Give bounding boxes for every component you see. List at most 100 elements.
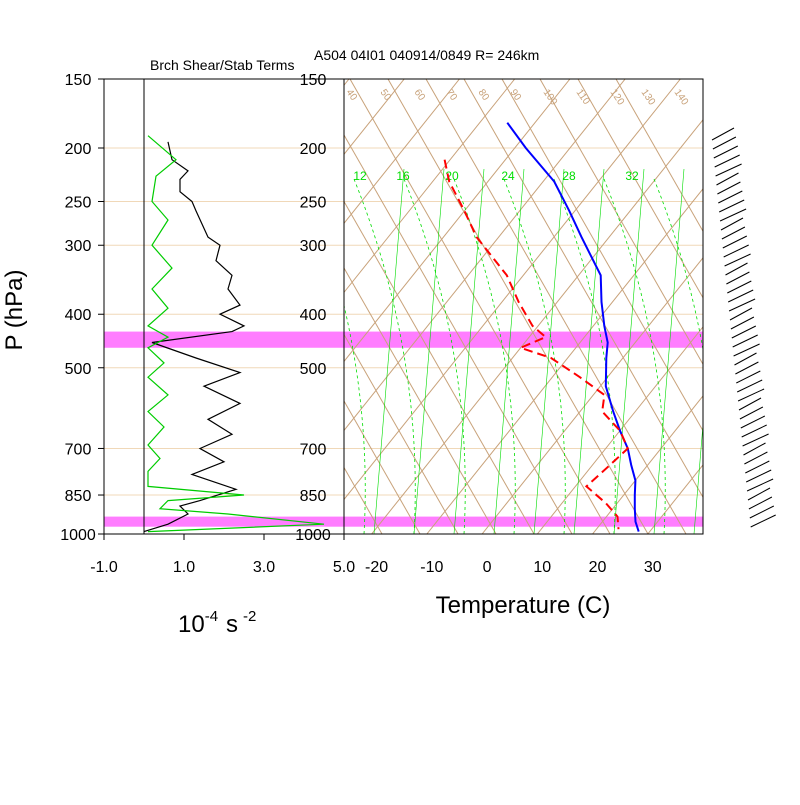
left-y-tick-1000: 1000	[60, 527, 96, 544]
adiabat-7	[349, 79, 611, 534]
wind-barb-13	[723, 244, 749, 258]
dewpoint-profile	[443, 159, 630, 530]
left-panel-title: Brch Shear/Stab Terms	[150, 57, 294, 73]
isotherm--50	[344, 79, 571, 363]
wind-barb-18	[727, 289, 754, 303]
wind-barb-0	[711, 127, 735, 141]
moist-adiabat-1	[353, 178, 416, 534]
right-x-tick-2: 0	[483, 559, 492, 576]
adiabat-13	[577, 79, 703, 299]
mixing-line-3	[493, 168, 525, 534]
right-y-tick-250: 250	[300, 195, 327, 212]
wind-barb-42	[749, 505, 775, 519]
isotherm-20	[592, 395, 703, 534]
wind-barb-43	[750, 514, 776, 528]
left-x-tick-1: 1.0	[173, 559, 195, 576]
wind-barb-31	[739, 406, 764, 420]
wind-barb-5	[716, 172, 739, 186]
highlight-band-1	[104, 516, 703, 527]
wind-barb-20	[729, 307, 753, 321]
isotherm--20	[371, 118, 703, 534]
mixing-ratio-label-28: 28	[562, 169, 576, 183]
adiabat-12	[539, 79, 703, 366]
right-x-tick-1: -10	[420, 559, 443, 576]
right-y-tick-200: 200	[300, 141, 327, 158]
stability-line	[146, 135, 325, 533]
left-y-tick-850: 850	[65, 488, 92, 505]
mixing-line-0	[373, 168, 405, 534]
adiabat-9	[425, 79, 687, 534]
wind-barb-14	[724, 253, 751, 267]
isotherm-0	[481, 257, 703, 534]
wind-barb-30	[738, 397, 762, 411]
isotherm--10	[426, 188, 703, 534]
mixing-line-6	[613, 168, 645, 534]
right-y-tick-150: 150	[300, 72, 327, 89]
isotherm--60	[344, 79, 516, 294]
wind-barb-17	[727, 280, 752, 294]
wind-barb-38	[745, 469, 772, 483]
left-y-tick-300: 300	[65, 238, 92, 255]
right-y-tick-1000: 1000	[295, 527, 331, 544]
wind-barb-25	[734, 352, 757, 366]
left-x-tick-2: 3.0	[253, 559, 275, 576]
left-y-tick-400: 400	[65, 307, 92, 324]
temperature-profile	[506, 122, 640, 532]
wind-barb-6	[717, 181, 741, 195]
shear-line	[143, 141, 246, 533]
left-x-tick-0: -1.0	[90, 559, 118, 576]
x-axis-label-temperature: Temperature (C)	[436, 592, 611, 619]
right-panel-title: A504 04I01 040914/0849 R= 246km	[314, 47, 539, 63]
isotherm--70	[344, 79, 460, 225]
mixing-ratio-label-32: 32	[625, 169, 639, 183]
wind-barb-39	[746, 478, 774, 492]
wind-barb-34	[742, 433, 769, 447]
wind-barb-26	[735, 361, 759, 375]
mixing-line-7	[653, 168, 685, 534]
right-x-tick-4: 20	[589, 559, 607, 576]
wind-barb-24	[733, 343, 760, 357]
wind-barb-27	[736, 370, 761, 384]
mixing-ratio-label-16: 16	[396, 169, 410, 183]
moist-adiabat-6	[603, 178, 666, 534]
left-y-tick-250: 250	[65, 195, 92, 212]
left-x-tick-3: 5.0	[333, 559, 355, 576]
wind-barb-40	[747, 487, 771, 501]
right-y-tick-850: 850	[300, 488, 327, 505]
shear-unit-symbol: s	[226, 611, 238, 638]
shear-unit-base: 10	[178, 611, 205, 638]
wind-barb-37	[745, 460, 770, 474]
left-y-tick-200: 200	[65, 141, 92, 158]
wind-barbs	[711, 127, 776, 528]
wind-barb-2	[713, 145, 739, 159]
skewt-grid-group	[344, 79, 703, 534]
wind-barb-3	[714, 154, 740, 168]
mixing-line-8	[693, 420, 703, 534]
wind-barb-16	[726, 271, 750, 285]
adiabat-5	[344, 200, 535, 534]
highlight-band-0	[104, 331, 703, 348]
mixing-ratio-label-24: 24	[501, 169, 515, 183]
adiabat-6	[344, 133, 573, 534]
adiabat-8	[387, 79, 649, 534]
right-frame	[343, 78, 704, 535]
wind-barb-28	[736, 379, 763, 393]
wind-barb-22	[731, 325, 757, 339]
shear-unit-exponent: -4	[205, 608, 218, 625]
wind-barb-35	[743, 442, 766, 456]
wind-barb-9	[719, 208, 747, 222]
profiles-group	[443, 122, 640, 532]
wind-barb-29	[737, 388, 765, 402]
mixing-line-2	[453, 168, 485, 534]
wind-barb-7	[718, 190, 743, 204]
left-y-tick-150: 150	[65, 72, 92, 89]
wind-barb-15	[725, 262, 748, 276]
right-x-tick-0: -20	[365, 559, 388, 576]
mixing-line-5	[573, 168, 605, 534]
adiabat-4	[344, 266, 497, 534]
isotherm--40	[344, 79, 626, 432]
wind-barb-33	[741, 424, 767, 438]
